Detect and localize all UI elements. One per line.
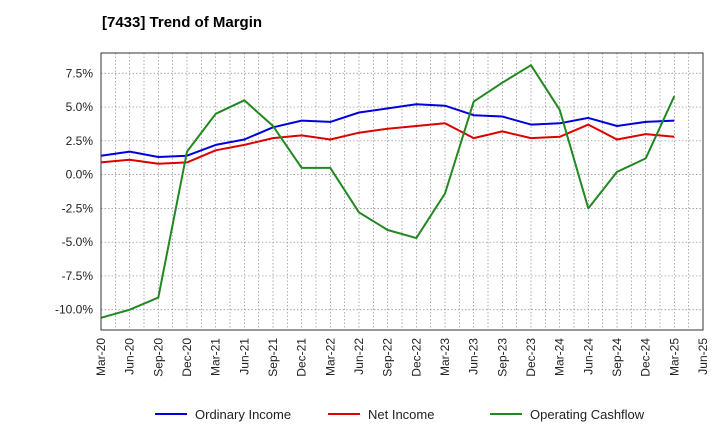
y-tick-label: 0.0% xyxy=(66,168,94,182)
y-tick-label: 5.0% xyxy=(66,100,94,114)
y-tick-label: 7.5% xyxy=(66,66,94,80)
plot-frame xyxy=(100,52,704,331)
x-tick-label: Sep-21 xyxy=(266,338,280,377)
y-tick-label: -10.0% xyxy=(55,303,93,317)
series-line-ordinary-income xyxy=(100,103,675,158)
x-tick-label: Dec-23 xyxy=(524,338,538,377)
x-tick-label: Sep-24 xyxy=(610,338,624,377)
y-tick-label: -2.5% xyxy=(62,201,94,215)
series-line-net-income xyxy=(100,122,675,165)
x-tick-label: Mar-23 xyxy=(438,338,452,376)
x-tick-label: Jun-22 xyxy=(352,338,366,375)
x-tick-label: Jun-21 xyxy=(237,338,251,375)
x-tick-label: Dec-21 xyxy=(295,338,309,377)
y-tick-label: 2.5% xyxy=(66,134,94,148)
x-tick-label: Sep-20 xyxy=(151,338,165,377)
x-tick-label: Sep-22 xyxy=(381,338,395,377)
x-tick-label: Jun-23 xyxy=(467,338,481,375)
x-tick-label: Sep-23 xyxy=(495,338,509,377)
y-axis: 7.5% 5.0% 2.5% 0.0% -2.5% -5.0% -7.5% -10.0% xyxy=(55,66,93,316)
x-tick-label: Mar-22 xyxy=(323,338,337,376)
x-axis: Mar-20 Jun-20 Sep-20 Dec-20 Mar-21 Jun-21 Sep-… xyxy=(94,338,710,377)
legend-label-net-income: Net Income xyxy=(368,407,434,422)
y-tick-label: -5.0% xyxy=(62,235,94,249)
x-tick-label: Mar-24 xyxy=(553,338,567,376)
x-tick-label: Mar-20 xyxy=(94,338,108,376)
x-tick-label: Jun-20 xyxy=(123,338,137,375)
series-lines xyxy=(100,64,676,319)
x-tick-label: Jun-25 xyxy=(696,338,710,375)
plot-border xyxy=(100,52,704,331)
legend-label-operating-cashflow: Operating Cashflow xyxy=(530,407,645,422)
chart-title: [7433] Trend of Margin xyxy=(102,14,263,31)
y-tick-label: -7.5% xyxy=(62,269,94,283)
x-tick-label: Mar-25 xyxy=(667,338,681,376)
legend-label-ordinary-income: Ordinary Income xyxy=(195,407,291,422)
x-tick-label: Dec-20 xyxy=(180,338,194,377)
x-tick-label: Mar-21 xyxy=(209,338,223,376)
x-tick-label: Dec-22 xyxy=(409,338,423,377)
x-tick-label: Dec-24 xyxy=(639,338,653,377)
grid-lines xyxy=(100,53,704,330)
series-line-operating-cashflow xyxy=(100,64,676,319)
legend: Ordinary Income Net Income Operating Cashf… xyxy=(155,407,645,422)
x-tick-label: Jun-24 xyxy=(581,338,595,375)
